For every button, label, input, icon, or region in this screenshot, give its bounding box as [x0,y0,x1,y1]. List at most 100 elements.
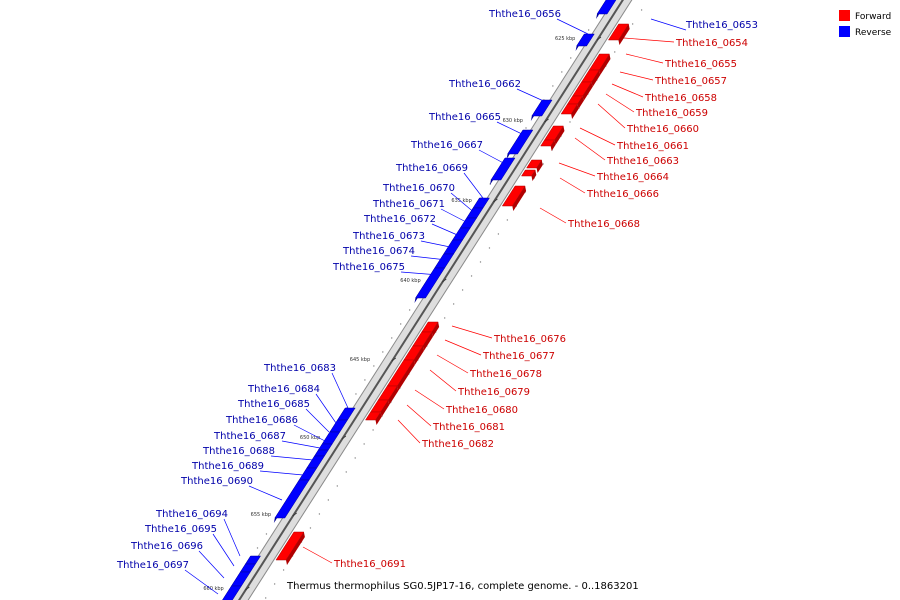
reverse-gene-label[interactable]: Ththe16_0690 [180,476,253,487]
forward-gene-label[interactable]: Ththe16_0659 [635,108,708,119]
tick-label: 630 kbp [503,118,523,124]
forward-gene-label[interactable]: Ththe16_0663 [606,156,679,167]
forward-leader-18 [302,546,333,564]
forward-gene-label[interactable]: Ththe16_0691 [333,559,406,570]
forward-gene-label[interactable]: Ththe16_0677 [482,351,555,362]
reverse-gene-label[interactable]: Ththe16_0670 [382,183,455,194]
forward-gene-4-shade [577,96,584,109]
forward-gene-label[interactable]: Ththe16_0676 [493,334,566,345]
reverse-gene-label[interactable]: Ththe16_0674 [342,246,415,257]
reverse-gene-11 [414,267,446,303]
forward-gene-label[interactable]: Ththe16_0678 [469,369,542,380]
forward-gene-label[interactable]: Ththe16_0654 [675,38,748,49]
gene-layer [222,0,630,600]
forward-leader-11 [451,325,493,339]
reverse-gene-label[interactable]: Ththe16_0695 [144,524,217,535]
reverse-gene-label[interactable]: Ththe16_0675 [332,262,405,273]
forward-gene-label[interactable]: Ththe16_0666 [586,189,659,200]
forward-gene-9-face [521,169,536,177]
forward-leader-0 [623,37,675,43]
minor-tick [373,365,375,367]
reverse-gene-23-face [222,585,242,600]
forward-gene-label[interactable]: Ththe16_0655 [664,59,737,70]
minor-tick [614,51,616,53]
forward-gene-15-shade [388,386,399,405]
legend-reverse-swatch [839,26,850,37]
forward-gene-label[interactable]: Ththe16_0668 [567,219,640,230]
reverse-gene-label[interactable]: Ththe16_0685 [237,399,310,410]
reverse-gene-label[interactable]: Ththe16_0667 [410,140,483,151]
reverse-leader-20 [223,518,241,557]
forward-gene-8-shade [536,160,543,173]
reverse-gene-label[interactable]: Ththe16_0653 [685,20,758,31]
reverse-gene-label[interactable]: Ththe16_0697 [116,560,189,571]
forward-gene-label[interactable]: Ththe16_0664 [596,172,669,183]
minor-tick [470,275,473,277]
forward-gene-label[interactable]: Ththe16_0658 [644,93,717,104]
reverse-gene-label[interactable]: Ththe16_0656 [488,9,561,20]
forward-gene-label[interactable]: Ththe16_0661 [616,141,689,152]
forward-gene-9 [521,169,537,181]
forward-gene-label[interactable]: Ththe16_0660 [626,124,699,135]
minor-tick [506,219,509,221]
reverse-gene-label[interactable]: Ththe16_0696 [130,541,203,552]
reverse-gene-label[interactable]: Ththe16_0687 [213,431,286,442]
reverse-gene-label[interactable]: Ththe16_0669 [395,163,468,174]
forward-gene-12-shade [422,332,433,351]
reverse-gene-label[interactable]: Ththe16_0665 [428,112,501,123]
forward-leader-3 [611,83,644,98]
forward-leader-17 [397,419,421,444]
minor-tick [364,379,366,381]
reverse-leader-16 [281,440,321,449]
minor-tick [264,597,267,599]
minor-tick [542,163,544,165]
reverse-gene-4-face [490,157,516,181]
forward-leader-12 [444,339,482,356]
reverse-gene-label[interactable]: Ththe16_0662 [448,79,521,90]
forward-gene-label[interactable]: Ththe16_0679 [457,387,530,398]
reverse-leader-21 [212,533,235,567]
forward-gene-17 [365,411,382,425]
legend-forward-label: Forward [855,12,891,22]
reverse-gene-label[interactable]: Ththe16_0672 [363,214,436,225]
reverse-leader-4 [478,149,510,167]
minor-tick [444,317,446,319]
forward-gene-5 [560,103,579,119]
reverse-leader-2 [516,88,549,104]
minor-tick [570,57,572,59]
forward-gene-18 [275,531,305,565]
legend: Forward Reverse [839,10,892,38]
forward-leader-16 [406,404,432,427]
forward-gene-0-shade [618,24,630,45]
forward-gene-label[interactable]: Ththe16_0681 [432,422,505,433]
minor-tick [363,443,365,445]
forward-leader-15 [414,389,445,410]
label-layer: Ththe16_0653 Ththe16_0656 Ththe16_0662 Thth… [116,9,758,571]
minor-tick [327,499,330,501]
reverse-gene-label[interactable]: Ththe16_0688 [202,446,275,457]
tick-mark [442,278,447,283]
forward-gene-0 [607,23,630,45]
reverse-gene-label[interactable]: Ththe16_0673 [352,231,425,242]
legend-forward-swatch [839,10,850,21]
reverse-leader-3 [496,121,525,136]
forward-gene-17-face [365,411,382,421]
forward-gene-label[interactable]: Ththe16_0682 [421,439,494,450]
reverse-leader-0 [650,18,687,31]
reverse-gene-label[interactable]: Ththe16_0689 [191,461,264,472]
forward-gene-label[interactable]: Ththe16_0657 [654,76,727,87]
reverse-gene-2-face [531,99,553,117]
reverse-leader-19 [248,485,283,501]
reverse-gene-23 [222,585,242,600]
forward-gene-0-face [607,23,630,41]
reverse-gene-label[interactable]: Ththe16_0671 [372,199,445,210]
minor-tick [382,351,384,353]
reverse-gene-label[interactable]: Ththe16_0683 [263,363,336,374]
forward-gene-3-shade [582,82,593,101]
reverse-gene-label[interactable]: Ththe16_0694 [155,509,228,520]
reverse-gene-label[interactable]: Ththe16_0684 [247,384,320,395]
reverse-gene-label[interactable]: Ththe16_0686 [225,415,298,426]
forward-gene-label[interactable]: Ththe16_0680 [445,405,518,416]
